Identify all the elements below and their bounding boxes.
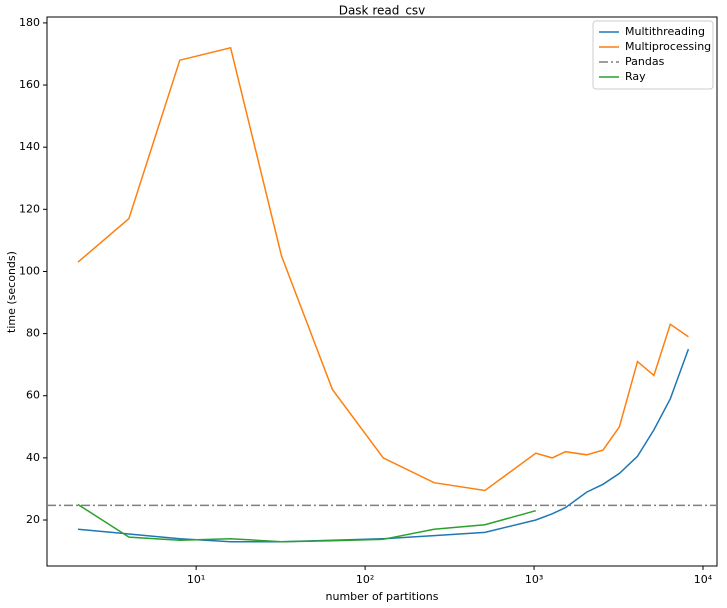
y-tick-label: 120	[19, 202, 40, 215]
y-axis-label: time (seconds)	[5, 251, 18, 333]
series-line	[77, 348, 690, 543]
plot-frame	[46, 16, 718, 567]
x-tick-label: 10³	[525, 573, 543, 586]
legend-label: Ray	[625, 70, 646, 83]
legend-box	[592, 20, 714, 90]
series-line	[77, 503, 536, 543]
y-tick-label: 60	[26, 389, 40, 402]
legend: Multithreading Multiprocessing Pandas Ray	[592, 20, 714, 90]
x-tick-label: 10²	[356, 573, 374, 586]
legend-label: Multithreading	[625, 25, 705, 38]
chart-title: Dask read_csv	[339, 4, 426, 18]
y-tick-label: 40	[26, 451, 40, 464]
y-tick-label: 80	[26, 327, 40, 340]
x-tick-label: 10⁴	[694, 573, 713, 586]
series-line	[77, 46, 689, 492]
y-tick-label: 160	[19, 78, 40, 91]
legend-label: Pandas	[625, 55, 665, 68]
y-tick-label: 140	[19, 140, 40, 153]
y-tick-label: 180	[19, 16, 40, 29]
x-tick-label: 10¹	[187, 573, 205, 586]
x-axis-label: number of partitions	[326, 590, 439, 603]
y-tick-label: 20	[26, 513, 40, 526]
y-tick-label: 100	[19, 264, 40, 277]
legend-label: Multiprocessing	[625, 40, 711, 53]
